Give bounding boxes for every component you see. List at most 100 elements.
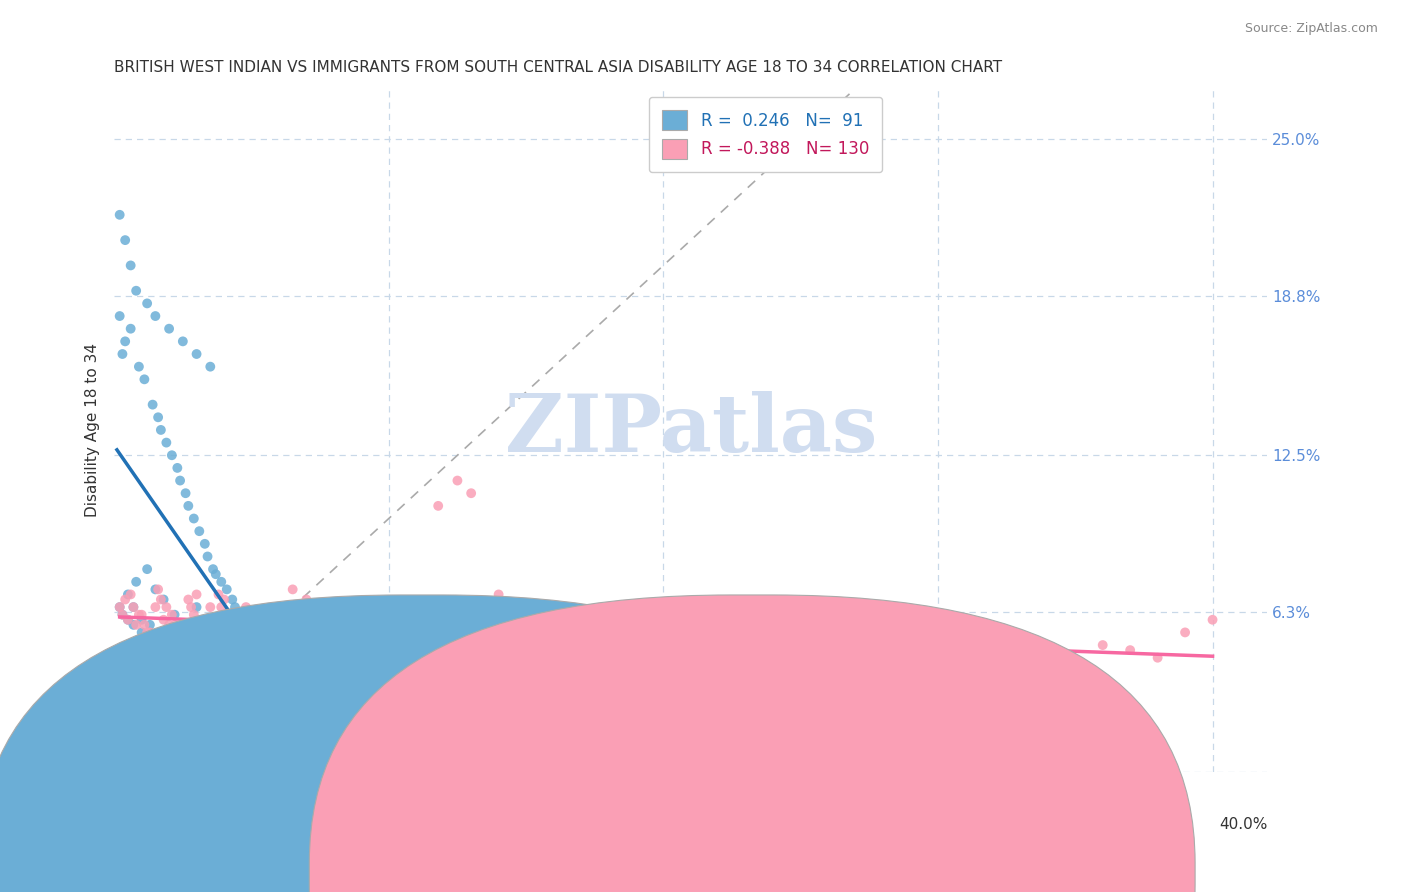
Point (172, 334, 194, 349)
Point (180, 664, 202, 678)
Point (249, 638, 271, 652)
Point (1091, 638, 1114, 652)
Point (240, 613, 263, 627)
Point (194, 632, 217, 647)
Point (232, 643, 254, 657)
Point (262, 658, 284, 673)
Point (215, 582, 238, 597)
Point (845, 632, 868, 647)
Point (886, 643, 908, 657)
Point (229, 607, 252, 622)
Point (488, 587, 510, 601)
Point (209, 600, 232, 615)
Point (817, 625, 839, 640)
Point (145, 309, 167, 323)
Point (139, 617, 162, 632)
Point (624, 632, 647, 647)
Point (446, 474, 468, 488)
Point (831, 664, 853, 678)
Point (281, 676, 304, 690)
Point (188, 524, 211, 538)
Point (433, 625, 456, 640)
Point (373, 632, 395, 647)
Point (246, 632, 269, 647)
Point (177, 592, 200, 607)
Point (108, 208, 131, 222)
Text: 10.0%: 10.0% (364, 817, 413, 832)
Point (287, 638, 309, 652)
Point (146, 582, 169, 597)
Point (212, 592, 235, 607)
Point (278, 632, 301, 647)
Point (378, 613, 401, 627)
Point (679, 617, 702, 632)
Point (1010, 643, 1032, 657)
Point (155, 643, 177, 657)
Point (207, 587, 229, 601)
Point (174, 486, 197, 500)
Point (218, 625, 240, 640)
Point (186, 587, 208, 601)
Point (218, 617, 240, 632)
Point (748, 643, 770, 657)
Point (202, 562, 225, 576)
Point (598, 625, 620, 640)
Point (105, 739, 128, 754)
Point (252, 638, 274, 652)
Point (174, 658, 197, 673)
Point (197, 549, 219, 564)
Point (226, 607, 249, 622)
Point (157, 617, 180, 632)
Point (301, 643, 323, 657)
Point (163, 607, 186, 622)
Point (1119, 643, 1142, 657)
Point (152, 613, 174, 627)
Point (364, 632, 387, 647)
Point (174, 638, 197, 652)
Point (240, 625, 263, 640)
Point (108, 309, 131, 323)
Point (912, 650, 935, 665)
Point (955, 632, 977, 647)
Point (145, 582, 167, 597)
Point (529, 632, 551, 647)
Point (114, 592, 136, 607)
Point (134, 617, 156, 632)
Point (638, 658, 661, 673)
Point (212, 643, 235, 657)
Point (166, 625, 188, 640)
Point (515, 600, 537, 615)
Point (146, 638, 169, 652)
Point (136, 296, 159, 310)
Point (762, 638, 785, 652)
Point (188, 617, 211, 632)
Point (344, 617, 367, 632)
Point (290, 683, 312, 698)
Point (142, 398, 165, 412)
Point (212, 683, 235, 698)
Point (224, 600, 246, 615)
Point (555, 638, 578, 652)
Point (967, 664, 990, 678)
Text: Source: ZipAtlas.com: Source: ZipAtlas.com (1244, 22, 1378, 36)
Point (134, 372, 156, 386)
Point (460, 486, 482, 500)
Point (146, 410, 169, 425)
Point (707, 625, 730, 640)
Point (200, 625, 222, 640)
Point (229, 638, 252, 652)
Point (120, 587, 142, 601)
Point (149, 592, 172, 607)
Point (612, 650, 634, 665)
Point (114, 233, 136, 247)
Point (257, 709, 280, 723)
Point (246, 701, 269, 715)
Point (172, 638, 194, 652)
Point (183, 607, 205, 622)
Point (169, 474, 191, 488)
Point (652, 638, 675, 652)
Point (117, 587, 139, 601)
Point (221, 592, 243, 607)
Point (186, 347, 208, 361)
Point (221, 625, 243, 640)
